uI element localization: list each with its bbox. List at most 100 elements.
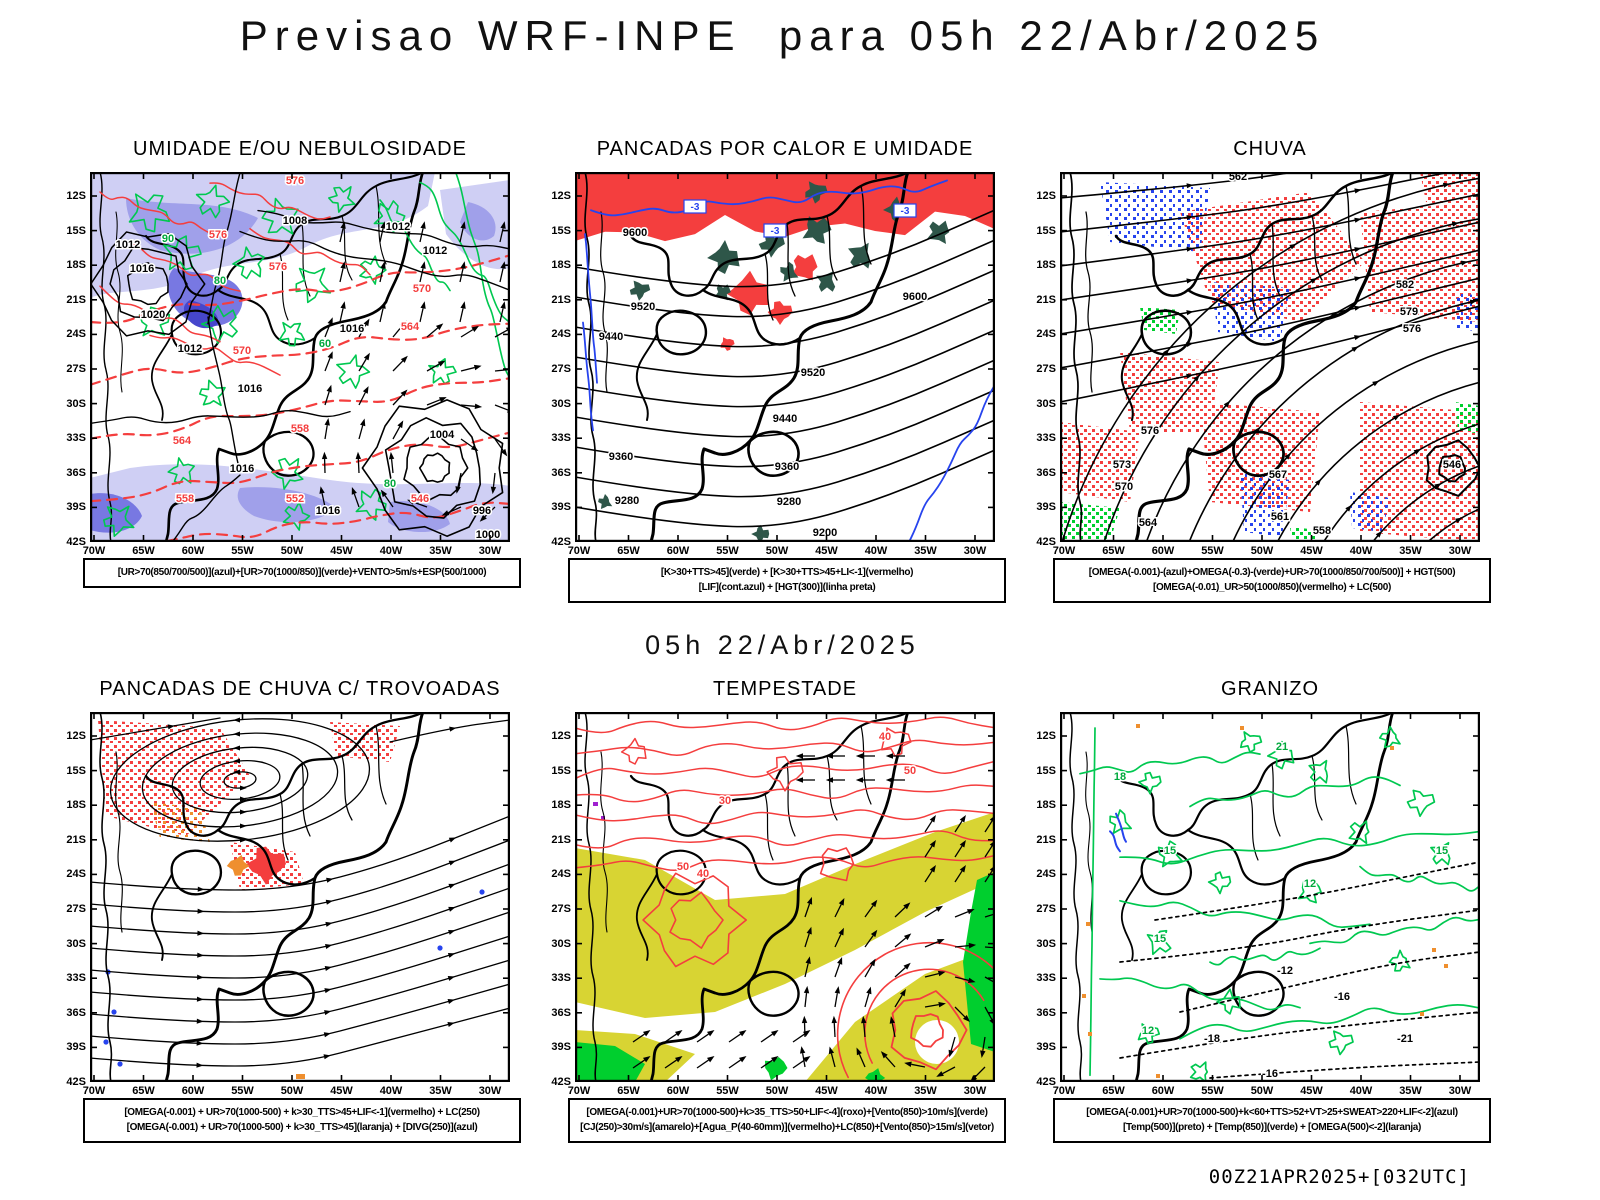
svg-text:-18: -18: [1204, 1033, 1220, 1045]
map-title-tempestade: TEMPESTADE: [712, 678, 858, 700]
caption-line: [OMEGA(-0.001)+UR>70(1000-500)+k>35_TTS>…: [586, 1107, 988, 1118]
lat-tick-label: 15S: [66, 224, 86, 237]
lat-tick-label: 33S: [551, 972, 571, 985]
lat-tick-label: 42S: [1036, 536, 1056, 548]
lat-tick-label: 39S: [551, 1041, 571, 1054]
lon-tick-label: 45W: [815, 545, 838, 557]
svg-text:9280: 9280: [777, 496, 801, 508]
lon-tick-label: 30W: [478, 1085, 502, 1097]
lat-tick-label: 36S: [66, 466, 86, 479]
lon-tick-label: 55W: [1201, 1085, 1224, 1097]
svg-text:1012: 1012: [386, 221, 410, 233]
lon-tick-label: 40W: [864, 545, 888, 557]
lat-tick-label: 12S: [551, 730, 571, 742]
lon-tick-label: 65W: [1102, 545, 1125, 557]
map-panel-chuva: CHUVA 12S 15S 18S 21S 24S 27S 30S 33S 36S 39S 42S …: [1015, 138, 1507, 616]
lat-tick-label: 27S: [1036, 363, 1056, 375]
svg-text:573: 573: [1113, 459, 1131, 471]
svg-text:576: 576: [209, 229, 227, 241]
map-plot: 12S 15S 18S 21S 24S 27S 30S 33S 36S 39S 42S 70W 65W…: [1036, 172, 1480, 557]
caption-line: [K>30+TTS>45](verde) + [K>30+TTS>45+LI<-…: [660, 567, 914, 578]
lat-tick-label: 12S: [66, 730, 86, 742]
svg-text:570: 570: [1115, 481, 1133, 493]
map-title-pancadas-calor: PANCADAS POR CALOR E UMIDADE: [596, 138, 974, 160]
map-caption-umidade: [UR>70(850/700/500)](azul)+[UR>70(1000/8…: [83, 558, 521, 588]
lat-tick-label: 36S: [551, 1006, 571, 1019]
svg-text:15: 15: [1154, 933, 1166, 945]
caption-line: [OMEGA(-0.001) + UR>70(1000-500) + k>30_…: [126, 1122, 478, 1133]
svg-text:570: 570: [413, 283, 431, 295]
svg-text:9600: 9600: [623, 227, 647, 239]
map-title-umidade: UMIDADE E/OU NEBULOSIDADE: [133, 138, 467, 160]
svg-text:12: 12: [1142, 1025, 1154, 1037]
map-panel-umidade: UMIDADE E/OU NEBULOSIDADE 12S 15S 18S 21S 24…: [45, 138, 537, 616]
lat-tick-label: 21S: [1036, 833, 1056, 846]
lat-tick-label: 12S: [551, 190, 571, 202]
svg-text:50: 50: [677, 861, 689, 873]
lat-tick-label: 39S: [1036, 501, 1056, 514]
caption-line: [UR>70(850/700/500)](azul)+[UR>70(1000/8…: [117, 567, 487, 578]
lat-tick-label: 33S: [1036, 432, 1056, 445]
svg-text:1016: 1016: [230, 463, 254, 475]
lon-tick-label: 35W: [429, 545, 452, 557]
lat-tick-label: 30S: [1036, 937, 1056, 950]
lon-tick-label: 70W: [1052, 1085, 1076, 1097]
caption-line: [OMEGA(-0.001) + UR>70(1000-500) + k>30_…: [124, 1107, 480, 1118]
svg-text:552: 552: [286, 493, 304, 505]
lat-tick-label: 21S: [551, 833, 571, 846]
map-plot: 12S 15S 18S 21S 24S 27S 30S 33S 36S 39S 42S 70W 65W…: [66, 712, 510, 1097]
lat-tick-label: 42S: [1036, 1076, 1056, 1088]
caption-line: [OMEGA(-0.001)+UR>70(1000-500)+k<60+TTS>…: [1086, 1107, 1458, 1118]
lat-tick-label: 21S: [1036, 293, 1056, 306]
svg-text:564: 564: [401, 321, 420, 333]
lat-tick-label: 36S: [66, 1006, 86, 1019]
weather-map-umidade: 1008 1012 1012 1016 1012 1020 1012 1016 1016 1016…: [90, 172, 510, 542]
lon-tick-label: 40W: [379, 1085, 403, 1097]
lat-tick-label: 27S: [1036, 903, 1056, 915]
svg-text:15: 15: [1164, 845, 1176, 857]
lat-tick-label: 12S: [1036, 190, 1056, 202]
lon-tick-label: 45W: [815, 1085, 838, 1097]
lat-tick-label: 21S: [551, 293, 571, 306]
caption-line: [OMEGA(-0.001)-(azul)+OMEGA(-0.3)-(verde…: [1088, 567, 1456, 578]
svg-text:40: 40: [697, 868, 709, 880]
svg-text:9600: 9600: [903, 291, 927, 303]
svg-text:30: 30: [719, 795, 731, 807]
svg-text:564: 564: [1139, 517, 1158, 529]
svg-text:-3: -3: [901, 206, 910, 217]
svg-text:9360: 9360: [609, 451, 633, 463]
svg-text:-3: -3: [771, 226, 780, 237]
svg-text:-16: -16: [1262, 1068, 1278, 1080]
caption-line: [CJ(250)>30m/s](amarelo)+[Agua_P(40-60mm…: [580, 1122, 994, 1133]
svg-text:15: 15: [1436, 845, 1448, 857]
lon-tick-label: 30W: [963, 545, 987, 557]
svg-text:18: 18: [1114, 771, 1126, 783]
lon-tick-label: 60W: [1151, 1085, 1175, 1097]
svg-text:564: 564: [173, 435, 192, 447]
lon-tick-label: 55W: [231, 1085, 254, 1097]
lat-tick-label: 18S: [551, 799, 571, 812]
svg-text:579: 579: [1400, 306, 1418, 318]
svg-text:1012: 1012: [116, 239, 140, 251]
svg-text:80: 80: [214, 275, 226, 287]
svg-text:1004: 1004: [430, 429, 455, 441]
lat-tick-label: 18S: [66, 259, 86, 272]
lat-tick-label: 27S: [551, 363, 571, 375]
lat-tick-label: 27S: [66, 903, 86, 915]
map-plot: 12S 15S 18S 21S 24S 27S 30S 33S 36S 39S 42S 70W 65W…: [66, 172, 510, 557]
svg-text:9280: 9280: [615, 495, 639, 507]
map-panel-pancadas-calor: PANCADAS POR CALOR E UMIDADE 12S 15S 18S 21…: [530, 138, 1022, 616]
weather-map-granizo: 21 18 15 12 15 12 15 -12 -16 -18 -21 -16: [1060, 712, 1480, 1082]
lon-tick-label: 65W: [132, 545, 155, 557]
svg-text:546: 546: [411, 493, 429, 505]
weather-map-pancadas-calor: 9600 9600 9520 9520 9440 9440 9360 9360 9280 9280…: [575, 172, 995, 542]
lon-tick-label: 65W: [617, 1085, 640, 1097]
svg-text:1016: 1016: [316, 505, 340, 517]
lat-tick-label: 39S: [66, 501, 86, 514]
lon-tick-label: 50W: [280, 545, 304, 557]
svg-text:90: 90: [162, 233, 174, 245]
lat-tick-label: 33S: [1036, 972, 1056, 985]
weather-map-trovoadas: [90, 712, 510, 1082]
svg-text:9360: 9360: [775, 461, 799, 473]
